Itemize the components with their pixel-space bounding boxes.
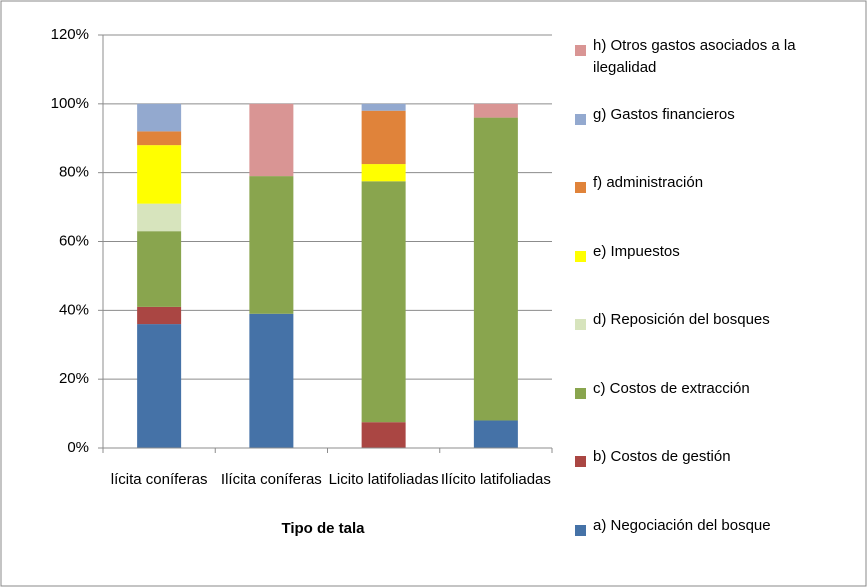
legend-swatch [575,182,586,193]
y-tick-label: 20% [59,370,89,387]
bar-segment [473,420,518,448]
bar-segment [361,422,406,448]
legend-label: f) administración [593,174,704,191]
bar-segment [137,324,182,448]
bar-segment [473,117,518,421]
bar-segment [249,313,294,448]
bar-segment [361,181,406,423]
legend-swatch [575,113,586,125]
legend-swatch [575,387,586,399]
bar-segment [137,131,182,146]
legend-swatch [575,319,586,330]
x-tick-label: Ilícito latifoliadas [440,471,551,488]
x-tick-label: lícita coníferas [110,471,208,488]
y-tick-label: 100% [51,95,89,112]
bar-segment [137,203,182,232]
bar-segment [137,145,182,204]
bar-segment [361,110,406,165]
legend-swatch [575,456,586,467]
bar-segment [361,164,406,182]
y-tick-label: 0% [67,439,89,456]
x-tick-label: Ilícita coníferas [220,471,322,488]
legend-label: a) Negociación del bosque [593,516,771,534]
legend-label: c) Costos de extracción [593,379,750,397]
bar-segment [249,103,294,177]
legend-label: h) Otros gastos asociados a la ilegalida… [593,37,796,76]
bar-segment [249,176,294,314]
y-tick-label: 60% [59,232,89,249]
legend-swatch [575,250,586,262]
bar-segment [137,231,182,307]
bar-segment [137,103,182,132]
x-axis-title: Tipo de tala [281,520,365,537]
x-tick-label: Licito latifoliadas [328,471,439,488]
legend-label: d) Reposición del bosques [593,311,770,328]
legend-label: b) Costos de gestión [593,448,731,465]
y-tick-label: 80% [59,164,89,181]
bar-segment [137,306,182,325]
legend-swatch [575,45,586,56]
bar-segment [361,103,406,111]
y-tick-label: 120% [51,26,89,43]
legend-label: g) Gastos financieros [593,105,735,123]
bar-segment [473,103,518,118]
y-tick-label: 40% [59,301,89,318]
legend-swatch [575,524,586,536]
legend-label: e) Impuestos [593,242,680,260]
